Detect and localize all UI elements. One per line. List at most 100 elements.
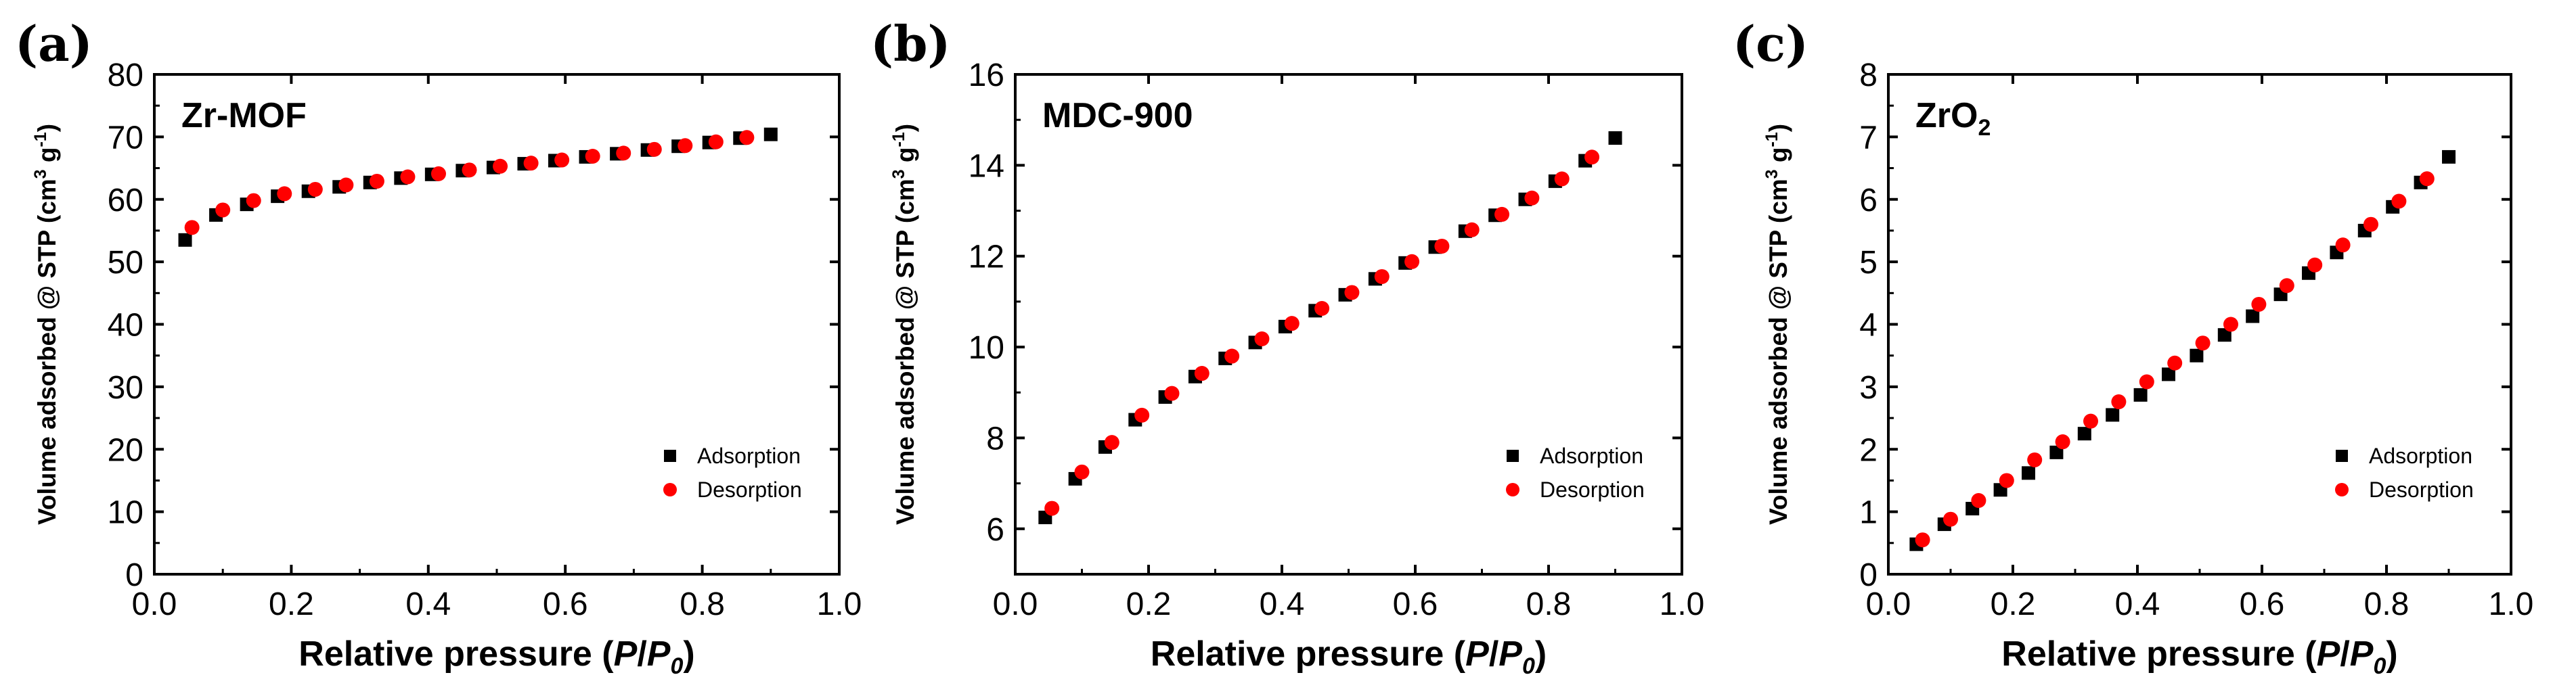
y-axis-label-g: g bbox=[891, 147, 919, 170]
adsorption-point bbox=[2246, 309, 2260, 323]
desorption-point bbox=[2223, 317, 2238, 332]
y-tick-label: 14 bbox=[969, 148, 1004, 184]
adsorption-point bbox=[2106, 408, 2120, 422]
x-axis-label-slash: / bbox=[2340, 634, 2349, 674]
adsorption-point bbox=[763, 127, 778, 141]
desorption-point bbox=[307, 181, 323, 197]
y-axis-label-sup: 3 bbox=[889, 169, 908, 179]
desorption-point bbox=[493, 158, 508, 174]
x-axis-label-slash: / bbox=[1489, 634, 1498, 674]
desorption-point bbox=[1104, 435, 1119, 450]
legend: Adsorption Desorption bbox=[1506, 444, 1645, 502]
desorption-point bbox=[1971, 492, 1986, 508]
y-tick-label: 8 bbox=[1859, 57, 1878, 93]
desorption-point bbox=[1164, 386, 1180, 401]
x-tick-label: 0.8 bbox=[1526, 586, 1572, 622]
y-tick-label: 6 bbox=[1859, 183, 1878, 218]
x-tick-label: 0.8 bbox=[2364, 586, 2410, 622]
y-tick-label: 70 bbox=[108, 120, 143, 156]
chart-title: MDC-900 bbox=[1042, 96, 1193, 135]
desorption-point bbox=[2195, 335, 2211, 351]
desorption-point bbox=[2419, 171, 2435, 187]
x-axis-label-suffix: ) bbox=[683, 634, 694, 674]
x-axis-label-text: Relative pressure ( bbox=[1151, 634, 1466, 674]
legend: Adsorption Desorption bbox=[2335, 444, 2474, 502]
y-tick-label: 2 bbox=[1859, 432, 1878, 468]
desorption-point bbox=[1314, 300, 1330, 316]
legend-label: Desorption bbox=[2369, 478, 2474, 502]
desorption-point bbox=[1494, 206, 1510, 222]
y-axis-label-sup: -1 bbox=[889, 132, 908, 147]
legend-marker-desorption bbox=[2335, 483, 2349, 496]
desorption-point bbox=[1404, 254, 1420, 269]
x-axis-label-p0: P bbox=[2350, 634, 2374, 674]
desorption-point bbox=[1134, 407, 1150, 423]
y-tick-label: 4 bbox=[1859, 308, 1878, 344]
desorption-point bbox=[246, 193, 261, 208]
desorption-point bbox=[338, 177, 354, 193]
desorption-point bbox=[2335, 237, 2351, 253]
chart-title-text: Zr-MOF bbox=[181, 96, 307, 135]
x-tick-label: 0.2 bbox=[1991, 586, 2036, 622]
y-tick-label: 16 bbox=[969, 57, 1004, 93]
y-axis-label: Volume adsorbed @ STP (cm3 g-1) bbox=[31, 124, 61, 525]
desorption-point bbox=[2363, 216, 2378, 232]
y-tick-label: 20 bbox=[108, 432, 143, 468]
x-axis-label-subscript: 0 bbox=[2373, 653, 2386, 679]
desorption-point bbox=[1074, 464, 1090, 480]
desorption-point bbox=[1584, 149, 1600, 165]
y-tick-label: 80 bbox=[108, 57, 143, 93]
x-axis-label-text: Relative pressure ( bbox=[298, 634, 614, 674]
x-tick-label: 1.0 bbox=[2489, 586, 2534, 622]
chart-panel-1: (a)0.0 0.2 0.4 0.6 0.8 1.001020304050607080Zr… bbox=[15, 15, 862, 679]
legend-marker-adsorption bbox=[2336, 450, 2348, 462]
series-adsorption bbox=[1038, 131, 1622, 525]
y-axis-label-suffix: ) bbox=[891, 124, 919, 132]
desorption-point bbox=[2391, 193, 2407, 209]
x-tick-label: 1.0 bbox=[1660, 586, 1705, 622]
y-axis-label: Volume adsorbed @ STP (cm3 g-1) bbox=[1762, 124, 1792, 525]
y-axis-label-text: Volume adsorbed @ STP (cm bbox=[1764, 179, 1792, 525]
y-axis-label-g: g bbox=[33, 147, 61, 170]
y-tick-label: 6 bbox=[986, 512, 1004, 548]
desorption-point bbox=[2139, 374, 2154, 390]
legend-label: Desorption bbox=[697, 478, 802, 502]
y-tick-label: 7 bbox=[1859, 120, 1878, 156]
x-axis-label-slash: / bbox=[637, 634, 646, 674]
x-axis-label-suffix: ) bbox=[2386, 634, 2397, 674]
y-tick-label: 8 bbox=[986, 421, 1004, 457]
desorption-point bbox=[739, 130, 755, 145]
adsorption-point bbox=[2442, 149, 2456, 164]
x-tick-label: 0.4 bbox=[2115, 586, 2160, 622]
desorption-point bbox=[2111, 394, 2127, 410]
desorption-point bbox=[1194, 366, 1209, 381]
x-tick-label: 1.0 bbox=[817, 586, 862, 622]
series-desorption bbox=[1915, 171, 2435, 548]
series-desorption bbox=[1044, 149, 1600, 516]
y-axis-label-sup: -1 bbox=[1762, 132, 1781, 147]
desorption-point bbox=[277, 186, 292, 202]
y-tick-label: 10 bbox=[969, 330, 1004, 366]
x-axis-label: Relative pressure (P/P0) bbox=[298, 634, 694, 679]
legend-label: Adsorption bbox=[2369, 444, 2472, 468]
x-tick-label: 0.6 bbox=[1393, 586, 1438, 622]
desorption-point bbox=[1464, 222, 1480, 237]
desorption-point bbox=[1999, 473, 2014, 488]
panel-label: (c) bbox=[1733, 15, 1808, 72]
desorption-point bbox=[215, 202, 231, 218]
x-tick-label: 0.6 bbox=[543, 586, 588, 622]
legend-marker-desorption bbox=[663, 483, 677, 496]
adsorption-point bbox=[1608, 131, 1622, 145]
y-tick-label: 60 bbox=[108, 183, 143, 218]
desorption-point bbox=[2167, 355, 2183, 371]
legend-label: Adsorption bbox=[1540, 444, 1643, 468]
x-axis-label-p0: P bbox=[647, 634, 671, 674]
adsorption-point bbox=[2133, 388, 2148, 402]
y-tick-label: 3 bbox=[1859, 370, 1878, 406]
series-adsorption bbox=[1909, 149, 2456, 551]
x-axis-label: Relative pressure (P/P0) bbox=[1151, 634, 1547, 679]
desorption-point bbox=[2279, 278, 2294, 294]
legend-label: Adsorption bbox=[697, 444, 801, 468]
desorption-point bbox=[430, 166, 446, 181]
adsorption-point bbox=[2190, 348, 2204, 363]
